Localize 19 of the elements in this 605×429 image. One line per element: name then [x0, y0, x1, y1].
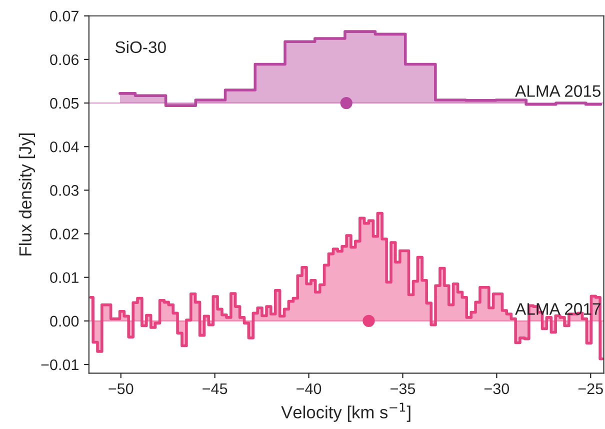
x-tick-label: −40	[296, 383, 322, 394]
y-tick-label: −0.01	[41, 359, 78, 370]
y-tick-label: 0.07	[50, 10, 78, 22]
x-axis-title: Velocity [km s$^{−1}$]	[281, 402, 410, 422]
y-tick-label: 0.00	[50, 316, 79, 327]
x-tick-label: −30	[484, 383, 510, 394]
y-tick-label: 0.01	[50, 272, 78, 284]
x-tick-label: −35	[390, 383, 416, 394]
y-tick-label: 0.06	[50, 54, 79, 66]
x-tick-label: −25	[578, 383, 603, 394]
y-tick-label: 0.03	[50, 185, 79, 196]
series-label: ALMA 2015	[515, 85, 601, 97]
x-tick-label: −50	[108, 383, 134, 394]
annotation: SiO-30	[115, 40, 166, 54]
x-tick-label: −45	[202, 384, 228, 394]
y-axis-title: Flux density [Jy]	[18, 134, 35, 256]
y-tick-label: 0.04	[50, 141, 79, 152]
y-tick-label: 0.02	[50, 228, 78, 240]
y-tick-label: 0.05	[50, 98, 79, 109]
